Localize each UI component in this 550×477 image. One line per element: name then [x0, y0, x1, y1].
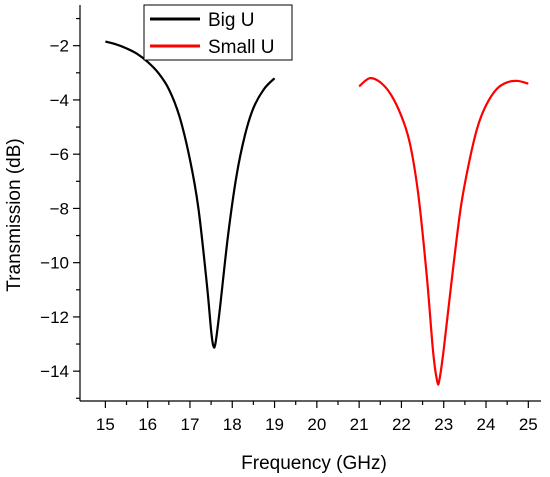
series-line-big-u: [105, 40, 276, 349]
legend: Big U Small U: [143, 4, 293, 61]
x-tick-label: 15: [96, 415, 115, 434]
x-tick-label: 18: [223, 415, 242, 434]
y-tick-label: −2: [50, 37, 69, 56]
x-axis-title: Frequency (GHz): [241, 453, 387, 474]
x-tick-label: 21: [350, 415, 369, 434]
series-line-small-u: [358, 77, 529, 386]
y-axis-title: Transmission (dB): [4, 138, 25, 291]
axes: 15 16 17 18 19 20 21 22 23 24 25 −14 −12 −10 −8 −6 −4 −2: [40, 5, 541, 434]
x-tick-label: 19: [265, 415, 284, 434]
legend-box: [143, 4, 293, 61]
legend-label-big-u: Big U: [208, 10, 254, 31]
y-tick-label: −8: [50, 199, 69, 218]
x-tick-label: 25: [519, 415, 538, 434]
legend-label-small-u: Small U: [208, 37, 275, 58]
y-tick-label: −4: [50, 91, 69, 110]
x-tick-label: 17: [181, 415, 200, 434]
x-tick-label: 20: [307, 415, 326, 434]
plot-area: [105, 40, 529, 386]
y-tick-label: −12: [40, 308, 69, 327]
x-tick-label: 16: [138, 415, 157, 434]
x-tick-label: 24: [477, 415, 496, 434]
x-tick-label: 23: [434, 415, 453, 434]
x-tick-label: 22: [392, 415, 411, 434]
y-tick-label: −14: [40, 362, 69, 381]
y-tick-label: −10: [40, 254, 69, 273]
y-tick-label: −6: [50, 145, 69, 164]
